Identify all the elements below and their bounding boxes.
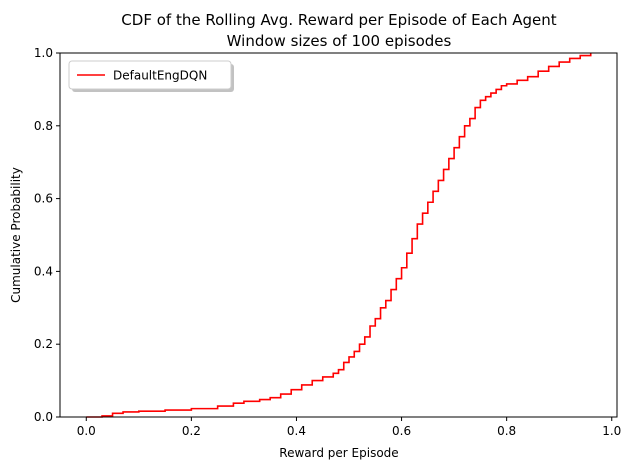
legend-label: DefaultEngDQN (113, 69, 207, 83)
y-tick-label: 0.2 (34, 337, 53, 351)
y-tick-label: 0.8 (34, 119, 53, 133)
cdf-series-line (86, 53, 592, 418)
y-tick-label: 0.6 (34, 192, 53, 206)
x-tick-label: 0.8 (497, 424, 516, 438)
y-axis-label: Cumulative Probability (9, 167, 23, 303)
x-tick-label: 0.2 (182, 424, 201, 438)
plot-frame (59, 52, 618, 418)
plot-area (59, 52, 618, 418)
y-tick-label: 0.4 (34, 264, 53, 278)
chart-subtitle: Window sizes of 100 episodes (227, 32, 452, 50)
x-tick-label: 0.6 (392, 424, 411, 438)
series-layer (86, 53, 592, 418)
x-axis-label: Reward per Episode (279, 446, 398, 460)
legend-box (68, 60, 232, 90)
y-axis-ticks: 0.0 0.2 0.4 0.6 0.8 1.0 (34, 46, 60, 424)
legend: DefaultEngDQN (68, 60, 234, 92)
x-axis-ticks: 0.0 0.2 0.4 0.6 0.8 1.0 (77, 417, 621, 438)
x-tick-label: 0.4 (287, 424, 306, 438)
x-tick-label: 0.0 (77, 424, 96, 438)
chart-title: CDF of the Rolling Avg. Reward per Episo… (121, 11, 556, 29)
plot-background (60, 53, 617, 417)
y-tick-label: 0.0 (34, 410, 53, 424)
y-tick-label: 1.0 (34, 46, 53, 60)
x-tick-label: 1.0 (602, 424, 621, 438)
